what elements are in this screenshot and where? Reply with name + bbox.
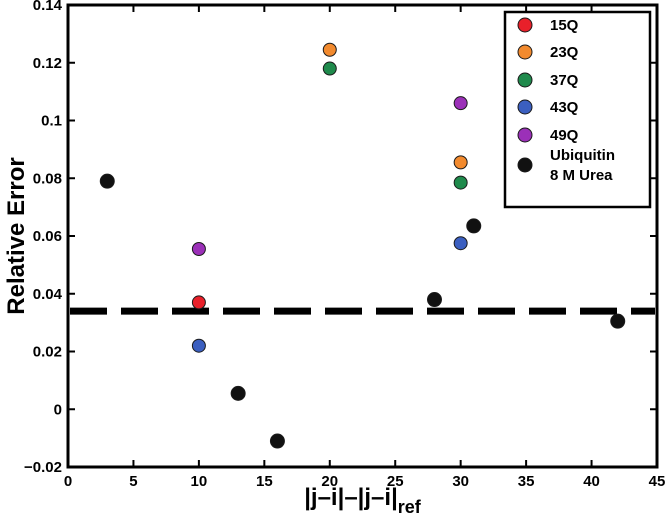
legend-label: 43Q [550, 99, 579, 116]
legend-marker [517, 127, 533, 143]
data-point [269, 433, 285, 449]
y-axis-title: Relative Error [3, 157, 30, 314]
data-point [610, 313, 626, 329]
y-tick-label: 0.14 [33, 0, 63, 14]
x-tick-label: 25 [387, 473, 404, 490]
data-point [426, 292, 442, 308]
x-tick-label: 35 [518, 473, 535, 490]
x-tick-label: 20 [321, 473, 338, 490]
data-point [191, 338, 206, 353]
data-point [191, 295, 206, 310]
x-tick-label: 45 [649, 473, 666, 490]
legend-marker [517, 44, 533, 60]
y-tick-label: −0.02 [24, 459, 62, 476]
data-point [453, 96, 468, 111]
y-tick-label: 0.04 [33, 286, 63, 303]
legend-marker [517, 157, 533, 173]
plot-area: 0 5 10 15 20 25 30 35 40 45−0.0200.020.040.060.08… [3, 0, 665, 517]
x-tick-label: 10 [191, 473, 208, 490]
series-37q [322, 61, 468, 190]
y-tick-label: 0.08 [33, 170, 62, 187]
data-point [453, 236, 468, 251]
data-point [191, 241, 206, 256]
series-ubiquitin [99, 173, 626, 449]
legend-label: Ubiquitin 8 M Urea [550, 147, 615, 184]
y-tick-label: 0.02 [33, 344, 62, 361]
data-point [230, 385, 246, 401]
x-tick-label: 15 [256, 473, 273, 490]
y-tick-label: 0 [54, 401, 62, 418]
x-axis-title-subscript: ref [398, 497, 422, 517]
legend-marker [517, 99, 533, 115]
data-point [453, 155, 468, 170]
y-tick-label: 0.06 [33, 228, 62, 245]
x-tick-label: 40 [583, 473, 600, 490]
series-23q [322, 42, 468, 170]
series-15q [191, 295, 206, 310]
data-point [322, 42, 337, 57]
legend-label-line: Ubiquitin [550, 147, 615, 164]
x-tick-label: 0 [64, 473, 72, 490]
legend-label: 37Q [550, 72, 579, 89]
series-43q [191, 236, 468, 353]
legend-label: 49Q [550, 127, 579, 144]
y-tick-label: 0.1 [41, 113, 62, 130]
legend-marker [517, 17, 533, 33]
legend: 15Q 23Q 37Q 43Q 49Q Ubiquitin 8 M Urea [503, 10, 652, 209]
legend-label-line: 8 M Urea [550, 167, 613, 184]
legend-label: 23Q [550, 44, 579, 61]
series-49q [191, 96, 468, 256]
data-point [322, 61, 337, 76]
legend-marker [517, 72, 533, 88]
y-tick-label: 0.12 [33, 55, 62, 72]
legend-label: 15Q [550, 17, 579, 34]
data-point [99, 173, 115, 189]
data-point [466, 218, 482, 234]
x-axis-title-main: |j–i|–|j–i| [304, 484, 398, 511]
x-tick-label: 30 [452, 473, 469, 490]
x-axis-title: |j–i|–|j–i|ref [304, 484, 422, 517]
data-point [453, 175, 468, 190]
x-tick-label: 5 [129, 473, 137, 490]
